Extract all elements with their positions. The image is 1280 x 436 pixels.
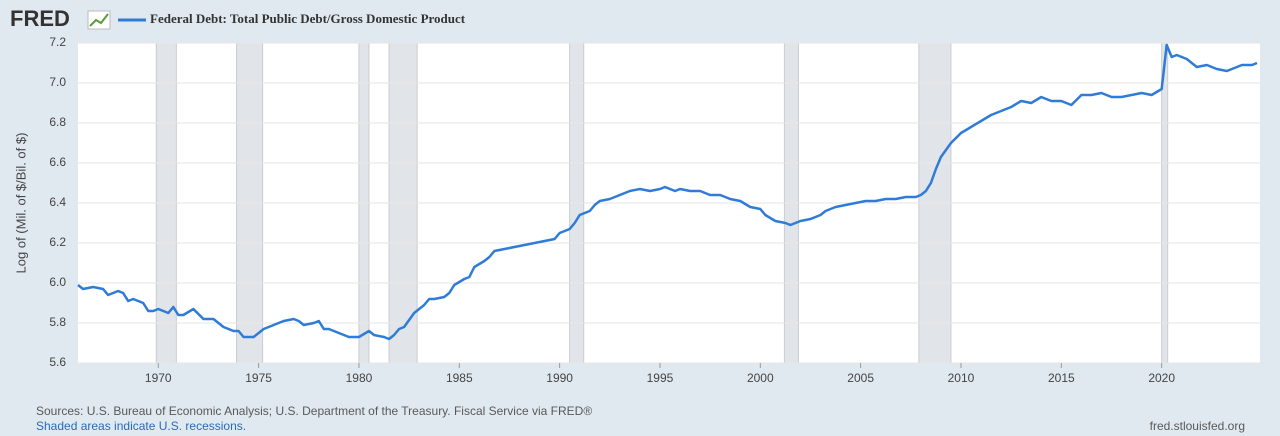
y-tick-label: 7.2: [49, 35, 66, 49]
y-tick-label: 6.0: [49, 275, 66, 289]
y-axis-label: Log of (Mil. of $/Bil. of $): [13, 133, 28, 274]
recession-note: Shaded areas indicate U.S. recessions.: [36, 419, 246, 433]
data-line: [77, 43, 1258, 341]
y-tick-label: 5.8: [49, 315, 66, 329]
x-tick-label: 2000: [747, 371, 774, 385]
x-tick-label: 1975: [245, 371, 272, 385]
y-tick-label: 7.0: [49, 75, 66, 89]
y-tick-label: 6.6: [49, 155, 66, 169]
x-tick-label: 1970: [145, 371, 172, 385]
logo-icon: [87, 10, 111, 30]
legend-label: Federal Debt: Total Public Debt/Gross Do…: [150, 11, 466, 26]
x-tick-label: 2015: [1048, 371, 1075, 385]
x-tick-label: 1995: [647, 371, 674, 385]
site: fred.stlouisfed.org: [1150, 419, 1245, 433]
x-tick-label: 1985: [446, 371, 473, 385]
x-tick-label: 2005: [847, 371, 874, 385]
y-tick-label: 6.8: [49, 115, 66, 129]
y-tick-label: 6.2: [49, 235, 66, 249]
y-tick-label: 6.4: [49, 195, 66, 209]
x-tick-label: 1990: [546, 371, 573, 385]
x-tick-label: 1980: [346, 371, 373, 385]
y-tick-label: 5.6: [49, 355, 66, 369]
x-tick-label: 2020: [1148, 371, 1175, 385]
logo: FRED: [10, 6, 70, 31]
x-tick-label: 2010: [948, 371, 975, 385]
source: Sources: U.S. Bureau of Economic Analysi…: [36, 404, 592, 418]
